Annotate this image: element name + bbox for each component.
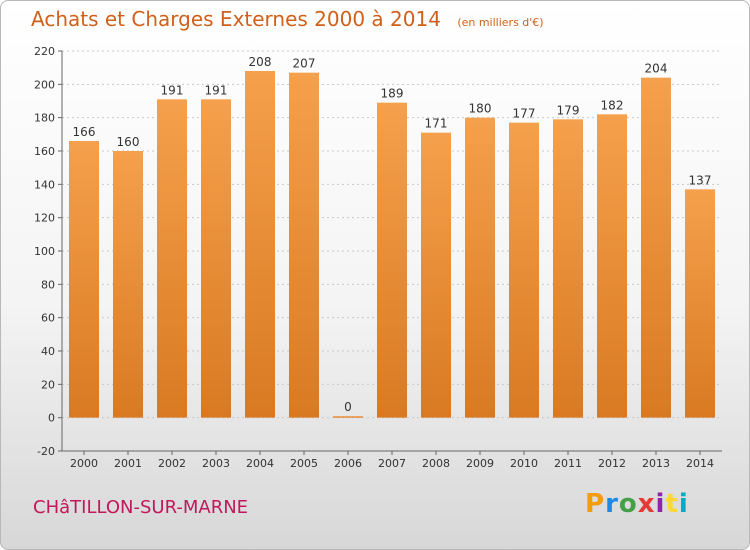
bar	[553, 119, 583, 418]
bar	[289, 72, 319, 418]
y-tick-label: 0	[48, 412, 55, 425]
data-label: 208	[249, 55, 272, 69]
x-tick-label: 2009	[466, 457, 494, 470]
data-label: 191	[205, 83, 228, 97]
logo-letter: P	[585, 489, 606, 519]
bar	[201, 99, 231, 418]
chart-unit: (en milliers d'€)	[457, 16, 544, 29]
x-tick-labels: 2000 2001 2002 2003 2004 2005 2006 2007 2008 2009…	[70, 451, 714, 470]
x-tick-label: 2005	[290, 457, 318, 470]
x-tick-label: 2002	[158, 457, 186, 470]
bar	[69, 141, 99, 418]
y-tick-label: 180	[34, 112, 55, 125]
y-tick-label: 80	[41, 278, 55, 291]
data-label: 137	[689, 173, 712, 187]
bar	[333, 416, 363, 418]
x-tick-label: 2007	[378, 457, 406, 470]
y-tick-label: 40	[41, 345, 55, 358]
bar	[641, 77, 671, 418]
y-tick-labels: -20 0 20 40 60 80 100 120 140 160 180 200 220	[34, 45, 55, 458]
y-tick-label: 140	[34, 178, 55, 191]
logo-letter: t	[665, 489, 679, 519]
data-label: 189	[381, 87, 404, 101]
bar	[245, 71, 275, 418]
bar	[465, 117, 495, 418]
x-tick-label: 2004	[246, 457, 274, 470]
bar	[377, 102, 407, 418]
bar	[509, 122, 539, 418]
chart-title: Achats et Charges Externes 2000 à 2014 (…	[31, 7, 544, 31]
bars	[69, 71, 715, 418]
data-label: 204	[645, 62, 668, 76]
y-tick-label: 60	[41, 312, 55, 325]
bar	[157, 99, 187, 418]
x-tick-label: 2000	[70, 457, 98, 470]
proxiti-logo[interactable]: Proxiti	[585, 489, 689, 519]
logo-letter: o	[618, 489, 638, 519]
logo-letter: i	[655, 489, 666, 519]
bar	[421, 132, 451, 418]
chart-title-text: Achats et Charges Externes 2000 à 2014	[31, 7, 441, 31]
logo-letter: x	[637, 489, 656, 519]
y-tick-label: 120	[34, 212, 55, 225]
bar	[113, 151, 143, 418]
x-tick-label: 2001	[114, 457, 142, 470]
y-tick-label: 100	[34, 245, 55, 258]
x-tick-label: 2008	[422, 457, 450, 470]
city-name: CHâTILLON-SUR-MARNE	[33, 497, 249, 518]
y-tick-label: 200	[34, 78, 55, 91]
bar	[597, 114, 627, 418]
data-label: 0	[344, 400, 352, 414]
bar	[685, 189, 715, 418]
logo-letter: i	[678, 489, 689, 519]
x-tick-label: 2011	[554, 457, 582, 470]
logo-letter: r	[605, 489, 619, 519]
x-tick-label: 2012	[598, 457, 626, 470]
data-label: 207	[293, 57, 316, 71]
y-tick-label: 20	[41, 378, 55, 391]
data-label: 177	[513, 107, 536, 121]
y-tick-label: 220	[34, 45, 55, 58]
data-label: 171	[425, 117, 448, 131]
x-tick-label: 2013	[642, 457, 670, 470]
data-labels: 166 160 191 191 208 207 0 189 171 180 177 179 182 204…	[73, 55, 712, 414]
data-label: 191	[161, 83, 184, 97]
data-label: 179	[557, 103, 580, 117]
y-tick-label: 160	[34, 145, 55, 158]
x-tick-label: 2003	[202, 457, 230, 470]
x-tick-label: 2014	[686, 457, 714, 470]
data-label: 160	[117, 135, 140, 149]
x-tick-label: 2006	[334, 457, 362, 470]
data-label: 166	[73, 125, 96, 139]
data-label: 182	[601, 98, 624, 112]
data-label: 180	[469, 102, 492, 116]
y-tick-label: -20	[37, 445, 55, 458]
x-tick-label: 2010	[510, 457, 538, 470]
